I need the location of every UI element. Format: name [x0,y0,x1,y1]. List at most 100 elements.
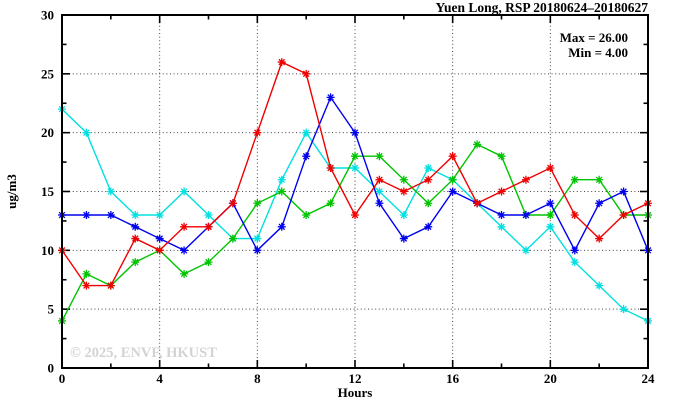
watermark-text: © 2025, ENVF, HKUST [70,345,217,361]
cyan-data-point-marker [497,222,506,231]
blue-data-point-marker [399,234,408,243]
cyan-data-point-marker [131,211,140,220]
blue-data-point-marker [155,234,164,243]
green-data-point-marker [375,152,384,161]
cyan-data-point-marker [619,305,628,314]
blue-data-point-marker [326,93,335,102]
blue-data-point-marker [375,199,384,208]
legend-max-label: Max = 26.00 [560,30,628,45]
red-data-point-marker [521,175,530,184]
cyan-data-point-marker [595,281,604,290]
red-data-point-marker [399,187,408,196]
y-tick-label: 30 [41,8,54,23]
red-data-point-marker [277,58,286,67]
x-tick-label: 16 [446,371,460,386]
green-data-point-marker [424,199,433,208]
blue-data-point-marker [546,199,555,208]
cyan-line-markers [58,105,652,325]
blue-data-point-marker [106,211,115,220]
blue-data-point-marker [595,199,604,208]
blue-data-point-marker [497,211,506,220]
blue-data-point-marker [277,222,286,231]
cyan-data-point-marker [521,246,530,255]
green-data-point-marker [277,187,286,196]
red-data-point-marker [228,199,237,208]
green-data-point-marker [595,175,604,184]
cyan-data-point-marker [82,128,91,137]
blue-data-point-marker [180,246,189,255]
blue-data-point-marker [253,246,262,255]
red-data-point-marker [155,246,164,255]
cyan-data-point-marker [424,163,433,172]
blue-data-point-marker [448,187,457,196]
green-data-point-marker [473,140,482,149]
green-data-point-marker [570,175,579,184]
blue-data-point-marker [521,211,530,220]
red-data-point-marker [570,211,579,220]
green-data-point-marker [180,269,189,278]
green-data-point-marker [326,199,335,208]
blue-data-point-marker [131,222,140,231]
red-data-point-marker [375,175,384,184]
red-data-point-marker [473,199,482,208]
x-tick-label: 12 [349,371,362,386]
red-data-point-marker [424,175,433,184]
green-data-point-marker [228,234,237,243]
red-data-point-marker [546,163,555,172]
blue-data-point-marker [570,246,579,255]
green-data-point-marker [546,211,555,220]
cyan-data-point-marker [302,128,311,137]
red-data-point-marker [448,152,457,161]
cyan-data-point-marker [399,211,408,220]
cyan-data-point-marker [277,175,286,184]
green-data-point-marker [448,175,457,184]
x-tick-label: 8 [254,371,261,386]
y-tick-label: 25 [41,66,55,81]
cyan-data-point-marker [204,211,213,220]
green-data-point-marker [302,211,311,220]
red-line-markers [58,58,652,290]
red-data-point-marker [497,187,506,196]
green-data-point-marker [497,152,506,161]
legend-min-label: Min = 4.00 [568,45,628,60]
red-data-point-marker [595,234,604,243]
blue-data-point-marker [302,152,311,161]
cyan-data-point-marker [570,258,579,267]
y-axis-label: ug/m3 [4,174,19,209]
x-tick-label: 0 [59,371,66,386]
green-data-point-marker [253,199,262,208]
x-tick-label: 24 [642,371,656,386]
cyan-data-point-marker [106,187,115,196]
cyan-data-point-marker [180,187,189,196]
plot-frame [61,14,649,369]
y-tick-label: 0 [48,361,55,376]
x-tick-label: 20 [544,371,557,386]
green-data-point-marker [131,258,140,267]
red-data-point-marker [180,222,189,231]
cyan-data-point-marker [546,222,555,231]
red-data-point-marker [351,211,359,220]
green-data-point-marker [204,258,213,267]
y-tick-label: 5 [48,302,55,317]
x-tick-label: 4 [156,371,163,386]
green-data-point-marker [351,152,359,161]
red-data-point-marker [106,281,115,290]
y-tick-label: 10 [41,243,54,258]
cyan-data-point-marker [155,211,164,220]
red-data-point-marker [253,128,262,137]
red-data-point-marker [82,281,91,290]
blue-data-point-marker [619,187,628,196]
cyan-data-point-marker [253,234,262,243]
red-data-point-marker [302,69,311,78]
blue-data-point-marker [82,211,91,220]
blue-data-point-marker [424,222,433,231]
red-data-point-marker [204,222,213,231]
cyan-data-point-marker [375,187,384,196]
green-data-point-marker [82,269,91,278]
green-data-point-marker [399,175,408,184]
y-tick-label: 20 [41,125,54,140]
red-data-point-marker [131,234,140,243]
red-data-point-marker [619,211,628,220]
